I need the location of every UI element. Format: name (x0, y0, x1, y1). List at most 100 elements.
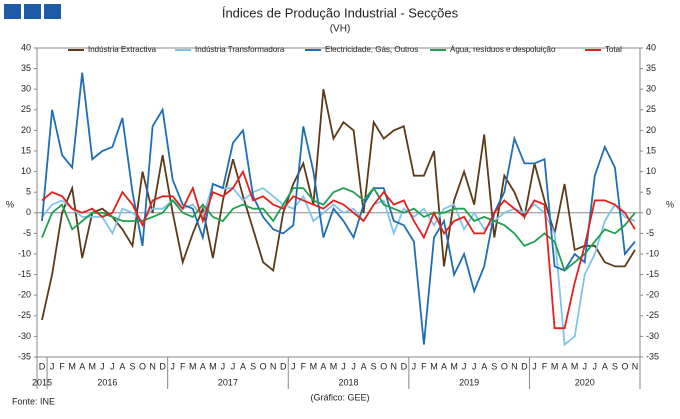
y2-tick-label: 0 (646, 207, 651, 217)
x-tick-label: S (371, 361, 377, 371)
logo-block (24, 4, 41, 19)
year-label: 2017 (218, 377, 238, 387)
y2-tick-label: -5 (646, 228, 654, 238)
plot-frame (36, 47, 641, 358)
y-axis-label: % (6, 199, 14, 209)
x-tick-label: S (612, 361, 618, 371)
y-tick-label: -5 (23, 228, 31, 238)
legend-label: Total (605, 45, 622, 54)
x-tick-label: J (412, 361, 417, 371)
year-label: 2020 (575, 377, 595, 387)
y-tick-label: 10 (21, 166, 31, 176)
x-tick-label: D (39, 361, 46, 371)
year-label: 2016 (97, 377, 117, 387)
y-tick-label: 20 (21, 125, 31, 135)
x-tick-label: J (341, 361, 346, 371)
y-tick-label: 15 (21, 145, 31, 155)
x-tick-label: M (551, 361, 559, 371)
year-label: 2019 (459, 377, 479, 387)
x-tick-label: F (59, 361, 65, 371)
x-tick-label: N (149, 361, 156, 371)
credit: (Gráfico: GEE) (310, 392, 369, 402)
y-tick-label: -15 (18, 269, 31, 279)
x-tick-label: J (532, 361, 537, 371)
x-tick-label: M (89, 361, 97, 371)
y2-tick-label: -30 (646, 331, 659, 341)
year-label: 2015 (32, 377, 52, 387)
source: Fonte: INE (12, 396, 55, 406)
y-tick-label: -35 (18, 351, 31, 361)
y-tick-label: 30 (21, 84, 31, 94)
x-tick-label: N (270, 361, 277, 371)
series-line (41, 182, 636, 347)
x-tick-label: D (521, 361, 528, 371)
x-tick-label: O (380, 361, 387, 371)
y-tick-label: -30 (18, 331, 31, 341)
y-tick-label: 5 (26, 187, 31, 197)
x-tick-label: D (280, 361, 287, 371)
x-tick-label: A (481, 361, 487, 371)
x-tick-label: A (361, 361, 367, 371)
chart-title: Índices de Produção Industrial - Secções (222, 5, 459, 20)
y-tick-label: -25 (18, 310, 31, 320)
y2-tick-label: 30 (646, 84, 656, 94)
y-tick-label: 40 (21, 42, 31, 52)
x-tick-label: F (180, 361, 186, 371)
x-tick-label: A (119, 361, 125, 371)
series-line (41, 169, 636, 330)
y-tick-label: 0 (26, 207, 31, 217)
y2-tick-label: -35 (646, 351, 659, 361)
x-tick-label: M (68, 361, 76, 371)
x-tick-label: J (221, 361, 226, 371)
y2-tick-label: 40 (646, 42, 656, 52)
x-tick-label: N (511, 361, 518, 371)
x-tick-label: J (110, 361, 115, 371)
x-tick-label: M (310, 361, 318, 371)
x-tick-label: N (632, 361, 639, 371)
series-line (41, 72, 636, 345)
x-tick-label: J (50, 361, 55, 371)
x-tick-label: J (291, 361, 296, 371)
x-tick-label: A (562, 361, 568, 371)
x-tick-label: O (501, 361, 508, 371)
x-tick-label: S (250, 361, 256, 371)
y-tick-label: 25 (21, 104, 31, 114)
x-tick-label: M (209, 361, 217, 371)
x-tick-label: A (602, 361, 608, 371)
x-tick-label: A (320, 361, 326, 371)
x-tick-label: J (231, 361, 236, 371)
x-tick-label: M (571, 361, 579, 371)
y2-tick-label: 35 (646, 63, 656, 73)
x-tick-label: A (200, 361, 206, 371)
y2-tick-label: -10 (646, 248, 659, 258)
y2-axis-label: % (666, 199, 674, 209)
series-line (41, 89, 636, 321)
y2-tick-label: -25 (646, 310, 659, 320)
x-tick-label: M (450, 361, 458, 371)
y2-tick-label: 5 (646, 187, 651, 197)
legend-label: Água, resíduos e despoluição (450, 45, 556, 54)
x-tick-label: J (462, 361, 467, 371)
x-tick-label: O (621, 361, 628, 371)
x-tick-label: J (593, 361, 598, 371)
y2-tick-label: -20 (646, 290, 659, 300)
x-tick-label: O (260, 361, 267, 371)
x-tick-label: F (421, 361, 427, 371)
x-tick-label: D (159, 361, 166, 371)
x-tick-label: M (330, 361, 338, 371)
x-tick-label: J (100, 361, 105, 371)
x-tick-label: F (542, 361, 548, 371)
x-tick-label: M (189, 361, 197, 371)
logo-block (44, 4, 61, 19)
x-tick-label: N (391, 361, 398, 371)
x-tick-label: J (582, 361, 587, 371)
x-tick-label: S (129, 361, 135, 371)
y2-tick-label: 10 (646, 166, 656, 176)
logo-block (4, 4, 21, 19)
x-tick-label: A (79, 361, 85, 371)
x-tick-label: A (441, 361, 447, 371)
x-tick-label: J (351, 361, 356, 371)
legend-label: Indústria Extractiva (88, 45, 157, 54)
x-tick-label: J (472, 361, 477, 371)
